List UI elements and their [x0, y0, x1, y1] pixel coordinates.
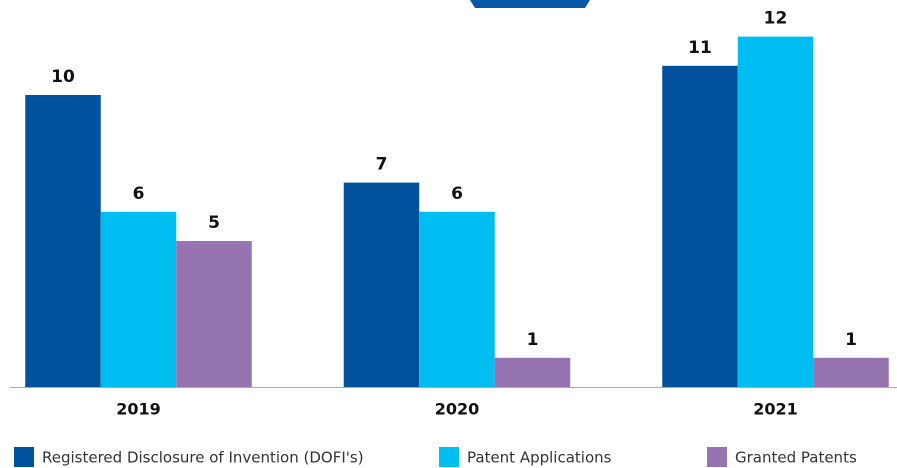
x-tick-label: 2020: [435, 400, 480, 419]
legend-label: Patent Applications: [467, 449, 612, 467]
value-label: 5: [208, 213, 220, 233]
x-tick-label: 2021: [753, 400, 798, 419]
legend-swatch: [14, 447, 34, 467]
clipped-title-decoration: [470, 0, 590, 8]
bar: [343, 182, 420, 387]
legend-swatch: [439, 447, 459, 467]
bar: [176, 241, 252, 387]
legend-label: Granted Patents: [735, 449, 857, 467]
value-label: 6: [133, 184, 145, 204]
bar: [100, 211, 177, 387]
bar: [737, 36, 814, 387]
value-label: 10: [51, 67, 75, 87]
bar: [419, 211, 495, 387]
value-label: 6: [451, 184, 463, 204]
legend-label: Registered Disclosure of Invention (DOFI…: [42, 449, 364, 467]
bar: [662, 65, 738, 388]
bar: [494, 357, 571, 387]
value-label: 1: [845, 330, 857, 350]
value-label: 11: [688, 38, 712, 58]
value-label: 1: [527, 330, 539, 350]
bar: [25, 95, 101, 387]
bar: [813, 357, 889, 387]
legend-swatch: [707, 447, 727, 467]
value-label: 12: [764, 9, 788, 29]
x-tick-label: 2019: [116, 400, 161, 419]
value-label: 7: [376, 155, 388, 175]
